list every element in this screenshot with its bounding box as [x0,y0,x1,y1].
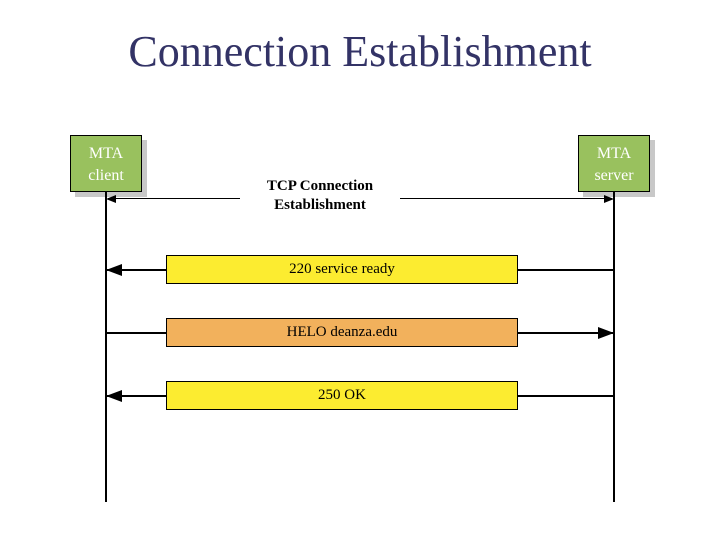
mta-client-line2: client [88,167,124,184]
mta-server-line2: server [594,167,633,184]
message-box: HELO deanza.edu [166,318,518,347]
mta-client-box: MTA client [70,135,142,192]
msg-connector-right [518,395,614,397]
sequence-diagram: MTA client MTA server TCP Connection Est… [70,135,650,505]
message-box: 250 OK [166,381,518,410]
tcp-arrow-head-right-icon [604,195,614,203]
arrow-head-right-icon [598,327,614,339]
page-title: Connection Establishment [0,26,720,77]
arrow-head-left-icon [106,390,122,402]
mta-server-box: MTA server [578,135,650,192]
lifeline-client [105,192,107,502]
tcp-connection-label: TCP Connection Establishment [240,177,400,215]
mta-client-line1: MTA [89,145,123,162]
tcp-label-line2: Establishment [274,197,366,213]
msg-connector-right [518,269,614,271]
message-box: 220 service ready [166,255,518,284]
arrow-head-left-icon [106,264,122,276]
tcp-label-line1: TCP Connection [267,178,373,194]
tcp-arrow-head-left-icon [106,195,116,203]
lifeline-server [613,192,615,502]
msg-connector-left [106,332,166,334]
tcp-arrow-left-segment [108,198,240,199]
tcp-arrow-right-segment [400,198,612,199]
mta-server-line1: MTA [597,145,631,162]
